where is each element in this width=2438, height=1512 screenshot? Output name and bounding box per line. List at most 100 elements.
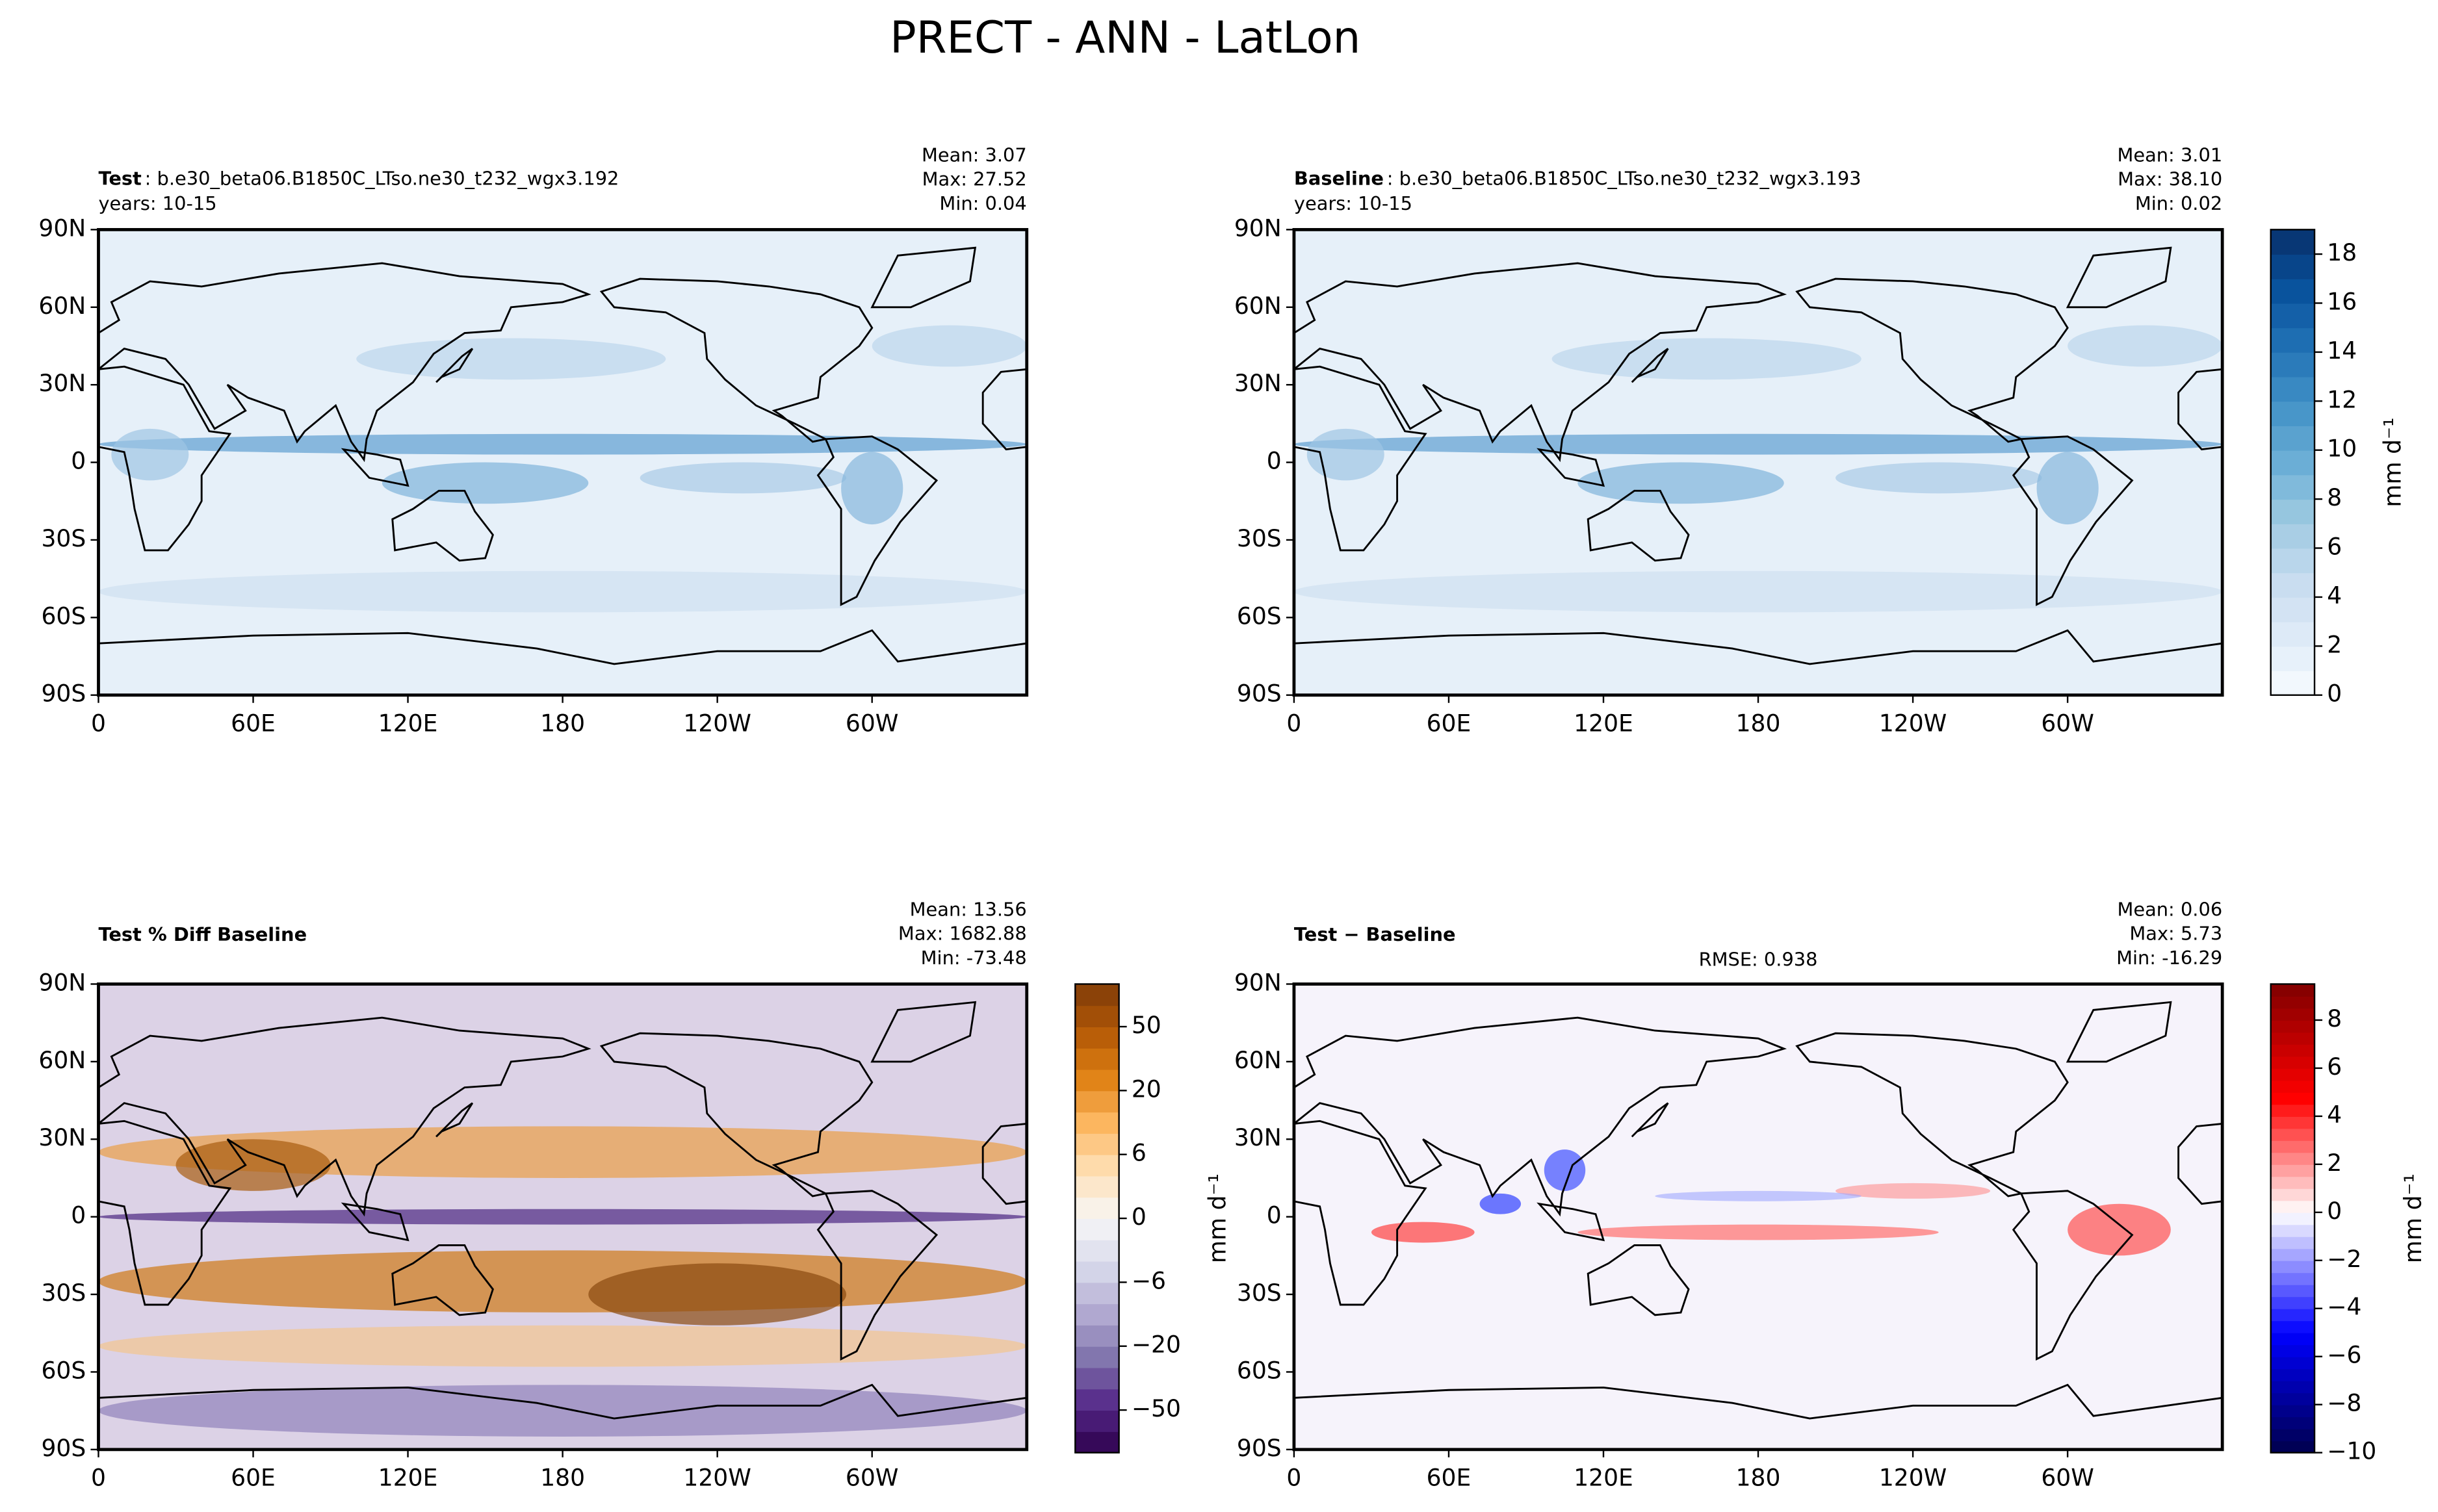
colorbar-segment — [1075, 1069, 1119, 1092]
y-tick-label: 30N — [38, 1124, 86, 1151]
colorbar-segment — [2270, 1104, 2315, 1117]
colorbar-segment — [2270, 1032, 2315, 1045]
rmse-label: RMSE: 0.938 — [1699, 948, 1818, 970]
field-shading — [2068, 1203, 2171, 1256]
coastline — [435, 348, 474, 383]
colorbar-segment — [2270, 254, 2315, 279]
x-tick-label: 60E — [1427, 1465, 1472, 1492]
stat-label: Mean: 0.06 — [2117, 898, 2222, 920]
coastline — [870, 1001, 977, 1063]
colorbar-segment — [2270, 1224, 2315, 1237]
field-shading — [1835, 1183, 1991, 1199]
x-tick-label: 60W — [2041, 1465, 2094, 1492]
stat-label: Max: 5.73 — [2129, 923, 2222, 945]
colorbar-segment — [2270, 1416, 2315, 1429]
field-shading — [640, 462, 847, 494]
colorbar-segment — [1075, 1282, 1119, 1305]
colorbar-segment — [2270, 1260, 2315, 1274]
colorbar-tick-label: 10 — [2327, 435, 2357, 463]
colorbar-segment — [2270, 1092, 2315, 1105]
colorbar-segment — [1075, 1112, 1119, 1134]
colorbar-segment — [2270, 1080, 2315, 1093]
coastline — [1293, 1016, 1787, 1217]
coastline — [98, 629, 1027, 695]
colorbar-segment — [2270, 1212, 2315, 1225]
colorbar-segment — [1075, 984, 1119, 1006]
colorbar-segment — [1075, 1367, 1119, 1390]
coastline — [2066, 1001, 2172, 1063]
colorbar-segment — [2270, 1176, 2315, 1189]
colorbar-segment — [2270, 1332, 2315, 1346]
y-tick-label: 90S — [1237, 680, 1282, 708]
colorbar-segment — [2270, 671, 2315, 696]
y-tick-label: 90N — [38, 969, 86, 996]
colorbar-segment — [1075, 1324, 1119, 1347]
coastline — [1293, 262, 1787, 463]
panel-name: Test % Diff Baseline — [98, 923, 307, 945]
coastline — [1587, 1244, 1690, 1316]
x-tick-label: 120E — [1574, 1465, 1633, 1492]
coastline — [981, 1122, 1027, 1205]
colorbar-segment — [2270, 1128, 2315, 1141]
coastline — [1795, 277, 2069, 443]
y-tick-label: 90N — [1234, 969, 1282, 996]
colorbar-segment — [2270, 401, 2315, 426]
coastline — [341, 448, 409, 487]
colorbar-segment — [2270, 1236, 2315, 1249]
colorbar-segment — [2270, 1008, 2315, 1021]
colorbar-segment — [2270, 1164, 2315, 1177]
colorbar-segment — [1075, 1346, 1119, 1368]
x-tick-label: 180 — [1736, 1465, 1781, 1492]
colorbar-segment — [1075, 1005, 1119, 1027]
coastline — [98, 1383, 1027, 1450]
coastline — [1631, 348, 1669, 383]
y-tick-label: 30N — [1234, 1124, 1282, 1151]
x-tick-label: 180 — [1736, 710, 1781, 737]
coastline — [1293, 365, 1427, 552]
coastline — [1537, 448, 1605, 487]
field-shading — [1577, 462, 1784, 504]
colorbar-tick-label: 8 — [2327, 1005, 2342, 1032]
field-shading — [111, 428, 189, 481]
stat-label: Min: -73.48 — [921, 947, 1027, 969]
coastline — [816, 435, 939, 606]
field-shading — [1655, 1190, 1861, 1201]
x-tick-label: 120W — [683, 710, 751, 737]
field-shading — [841, 452, 903, 525]
colorbar-tick-label: 2 — [2327, 1149, 2342, 1177]
colorbar-segment — [2270, 1320, 2315, 1333]
colorbar-segment — [2270, 474, 2315, 500]
stat-label: Min: -16.29 — [2116, 947, 2222, 969]
field-shading — [1371, 1222, 1475, 1243]
coastline — [2012, 435, 2134, 606]
y-tick-label: 30S — [41, 525, 86, 552]
colorbar-tick-label: 12 — [2327, 386, 2357, 413]
x-tick-label: 120W — [1879, 710, 1947, 737]
y-tick-label: 30S — [41, 1279, 86, 1307]
field-shading — [1306, 428, 1384, 481]
field-shading — [382, 462, 589, 504]
x-tick-label: 60E — [231, 710, 276, 737]
x-tick-label: 0 — [91, 710, 106, 737]
y-tick-label: 90N — [38, 214, 86, 242]
stat-label: Mean: 3.01 — [2117, 144, 2222, 166]
x-tick-label: 60E — [231, 1465, 276, 1492]
colorbar-frame — [2270, 983, 2316, 1454]
colorbar-segment — [2270, 596, 2315, 622]
x-tick-label: 0 — [1286, 1465, 1301, 1492]
colorbar-segment — [1075, 1389, 1119, 1411]
y-tick-label: 60S — [1237, 602, 1282, 630]
colorbar-segment — [2270, 1140, 2315, 1153]
stat-label: Min: 0.04 — [939, 192, 1026, 214]
y-tick-label: 60N — [38, 1047, 86, 1074]
field-shading — [1479, 1193, 1522, 1214]
colorbar-segment — [2270, 1404, 2315, 1418]
colorbar-segment — [2270, 621, 2315, 647]
coastline — [98, 1016, 591, 1217]
coastline — [1795, 1032, 2069, 1198]
colorbar-tick-label: 8 — [2327, 484, 2342, 511]
colorbar-segment — [1075, 1239, 1119, 1262]
colorbar-segment — [2270, 1152, 2315, 1165]
coastline — [98, 262, 591, 463]
colorbar-segment — [1075, 1431, 1119, 1454]
